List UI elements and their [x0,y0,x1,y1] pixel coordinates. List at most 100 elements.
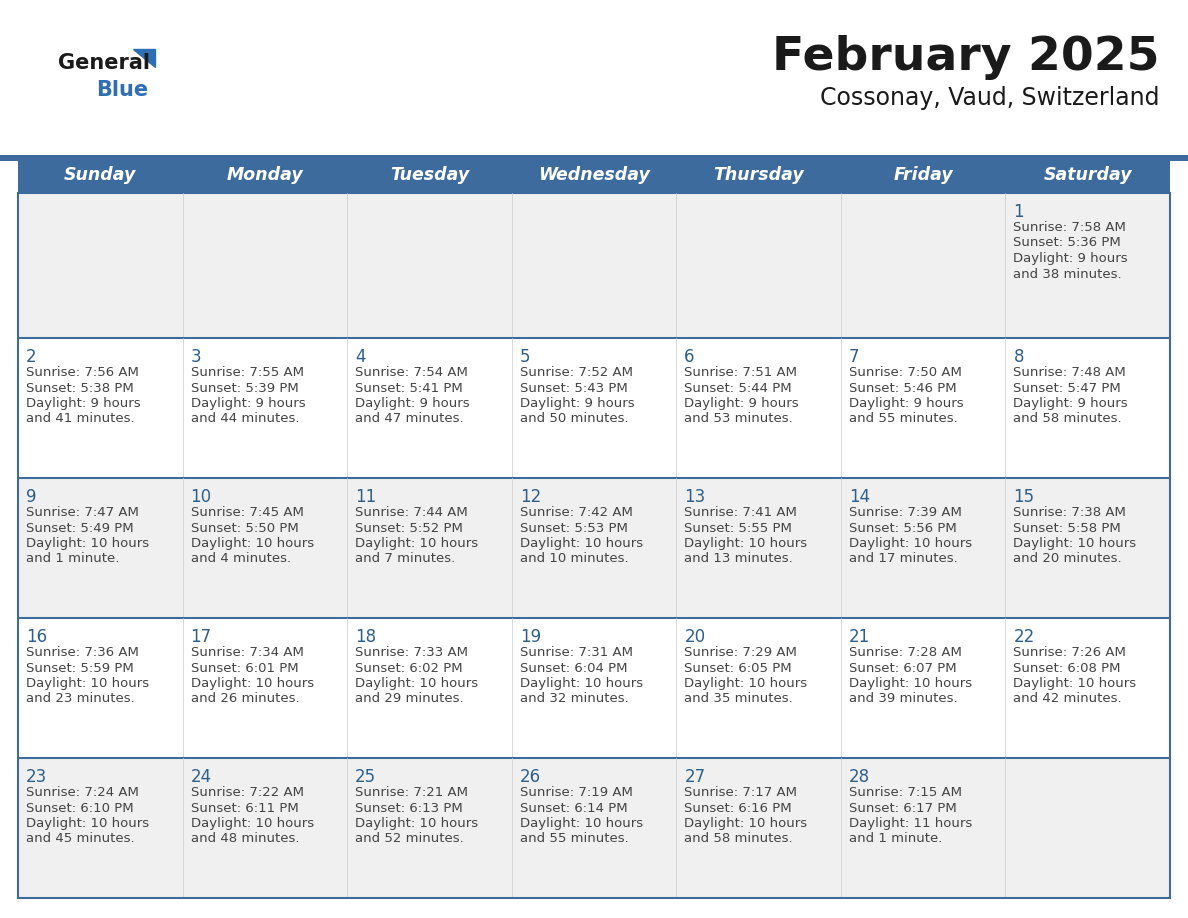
Text: Cossonay, Vaud, Switzerland: Cossonay, Vaud, Switzerland [821,86,1159,110]
Text: and 44 minutes.: and 44 minutes. [190,412,299,426]
Text: Sunrise: 7:50 AM: Sunrise: 7:50 AM [849,366,962,379]
Text: Daylight: 10 hours: Daylight: 10 hours [684,677,808,690]
Text: 26: 26 [519,768,541,786]
Bar [0,155,1188,161]
Text: Sunrise: 7:41 AM: Sunrise: 7:41 AM [684,506,797,519]
Text: Sunset: 5:49 PM: Sunset: 5:49 PM [26,521,133,534]
Text: Sunset: 5:50 PM: Sunset: 5:50 PM [190,521,298,534]
Text: and 38 minutes.: and 38 minutes. [1013,267,1121,281]
Text: Sunrise: 7:54 AM: Sunrise: 7:54 AM [355,366,468,379]
Text: Sunset: 5:44 PM: Sunset: 5:44 PM [684,382,792,395]
Text: 15: 15 [1013,488,1035,506]
Text: Daylight: 10 hours: Daylight: 10 hours [190,537,314,550]
Text: Sunrise: 7:36 AM: Sunrise: 7:36 AM [26,646,139,659]
Text: and 48 minutes.: and 48 minutes. [190,833,299,845]
Text: Sunset: 6:05 PM: Sunset: 6:05 PM [684,662,792,675]
Text: and 58 minutes.: and 58 minutes. [1013,412,1121,426]
Text: Sunset: 6:08 PM: Sunset: 6:08 PM [1013,662,1121,675]
Text: Monday: Monday [227,166,303,185]
Text: Sunset: 6:02 PM: Sunset: 6:02 PM [355,662,463,675]
Text: Daylight: 9 hours: Daylight: 9 hours [1013,252,1129,265]
Text: Daylight: 10 hours: Daylight: 10 hours [355,677,479,690]
Text: Sunrise: 7:42 AM: Sunrise: 7:42 AM [519,506,632,519]
Text: Sunset: 5:36 PM: Sunset: 5:36 PM [1013,237,1121,250]
Text: Daylight: 9 hours: Daylight: 9 hours [684,397,798,410]
Text: Sunset: 6:01 PM: Sunset: 6:01 PM [190,662,298,675]
Text: Daylight: 10 hours: Daylight: 10 hours [26,817,150,830]
Text: Tuesday: Tuesday [390,166,469,185]
Bar [18,758,1170,898]
Bar [18,478,1170,618]
Text: Sunset: 6:10 PM: Sunset: 6:10 PM [26,801,133,814]
Text: 12: 12 [519,488,541,506]
Text: Sunrise: 7:26 AM: Sunrise: 7:26 AM [1013,646,1126,659]
Text: Sunrise: 7:47 AM: Sunrise: 7:47 AM [26,506,139,519]
Text: Daylight: 10 hours: Daylight: 10 hours [519,817,643,830]
Text: Sunrise: 7:48 AM: Sunrise: 7:48 AM [1013,366,1126,379]
Text: Daylight: 10 hours: Daylight: 10 hours [849,537,972,550]
Bar [18,158,1170,193]
Text: Sunrise: 7:28 AM: Sunrise: 7:28 AM [849,646,962,659]
Text: 25: 25 [355,768,377,786]
Text: and 4 minutes.: and 4 minutes. [190,553,291,565]
Text: General: General [58,53,150,73]
Text: and 23 minutes.: and 23 minutes. [26,692,134,706]
Text: Sunset: 6:14 PM: Sunset: 6:14 PM [519,801,627,814]
Text: and 13 minutes.: and 13 minutes. [684,553,794,565]
Text: and 17 minutes.: and 17 minutes. [849,553,958,565]
Text: Daylight: 10 hours: Daylight: 10 hours [1013,677,1137,690]
Text: Daylight: 9 hours: Daylight: 9 hours [190,397,305,410]
Text: and 41 minutes.: and 41 minutes. [26,412,134,426]
Text: and 45 minutes.: and 45 minutes. [26,833,134,845]
Text: Daylight: 10 hours: Daylight: 10 hours [849,677,972,690]
Text: Daylight: 10 hours: Daylight: 10 hours [190,817,314,830]
Text: and 32 minutes.: and 32 minutes. [519,692,628,706]
Text: Sunset: 5:56 PM: Sunset: 5:56 PM [849,521,956,534]
Text: Daylight: 9 hours: Daylight: 9 hours [355,397,469,410]
Text: Daylight: 10 hours: Daylight: 10 hours [355,537,479,550]
Text: Daylight: 10 hours: Daylight: 10 hours [684,817,808,830]
Polygon shape [133,49,154,67]
Text: 18: 18 [355,628,377,646]
Text: Sunrise: 7:51 AM: Sunrise: 7:51 AM [684,366,797,379]
Text: Daylight: 9 hours: Daylight: 9 hours [849,397,963,410]
Text: Daylight: 11 hours: Daylight: 11 hours [849,817,972,830]
Text: Thursday: Thursday [713,166,804,185]
Text: Sunset: 6:11 PM: Sunset: 6:11 PM [190,801,298,814]
Text: 11: 11 [355,488,377,506]
Text: Sunrise: 7:55 AM: Sunrise: 7:55 AM [190,366,304,379]
Text: 23: 23 [26,768,48,786]
Text: 2: 2 [26,348,37,366]
Text: 22: 22 [1013,628,1035,646]
Text: and 26 minutes.: and 26 minutes. [190,692,299,706]
Text: 7: 7 [849,348,859,366]
Text: and 7 minutes.: and 7 minutes. [355,553,455,565]
Text: Friday: Friday [893,166,953,185]
Text: Sunset: 6:07 PM: Sunset: 6:07 PM [849,662,956,675]
Text: Sunrise: 7:33 AM: Sunrise: 7:33 AM [355,646,468,659]
Text: Daylight: 10 hours: Daylight: 10 hours [190,677,314,690]
Text: Sunrise: 7:22 AM: Sunrise: 7:22 AM [190,786,304,799]
Text: and 29 minutes.: and 29 minutes. [355,692,463,706]
Text: 20: 20 [684,628,706,646]
Text: Sunset: 5:58 PM: Sunset: 5:58 PM [1013,521,1121,534]
Text: Sunrise: 7:58 AM: Sunrise: 7:58 AM [1013,221,1126,234]
Text: Sunset: 5:41 PM: Sunset: 5:41 PM [355,382,463,395]
Text: Sunrise: 7:24 AM: Sunrise: 7:24 AM [26,786,139,799]
Text: Daylight: 10 hours: Daylight: 10 hours [26,537,150,550]
Text: 8: 8 [1013,348,1024,366]
Text: 5: 5 [519,348,530,366]
Text: Sunrise: 7:52 AM: Sunrise: 7:52 AM [519,366,633,379]
Text: Sunset: 5:52 PM: Sunset: 5:52 PM [355,521,463,534]
Text: Daylight: 10 hours: Daylight: 10 hours [26,677,150,690]
Text: Wednesday: Wednesday [538,166,650,185]
Text: Sunset: 5:39 PM: Sunset: 5:39 PM [190,382,298,395]
Text: Sunrise: 7:31 AM: Sunrise: 7:31 AM [519,646,633,659]
Text: Sunrise: 7:56 AM: Sunrise: 7:56 AM [26,366,139,379]
Text: and 55 minutes.: and 55 minutes. [849,412,958,426]
Text: and 1 minute.: and 1 minute. [26,553,119,565]
Text: Sunrise: 7:29 AM: Sunrise: 7:29 AM [684,646,797,659]
Text: Sunrise: 7:15 AM: Sunrise: 7:15 AM [849,786,962,799]
Text: Daylight: 10 hours: Daylight: 10 hours [355,817,479,830]
Text: 14: 14 [849,488,870,506]
